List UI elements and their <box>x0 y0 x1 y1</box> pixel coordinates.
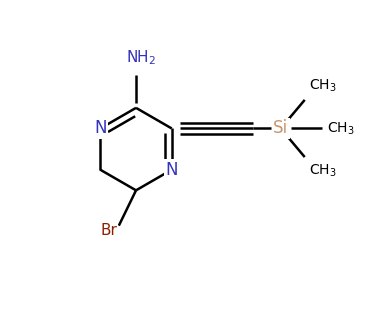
Text: CH$_3$: CH$_3$ <box>327 120 355 137</box>
Text: N: N <box>94 120 106 138</box>
Text: N: N <box>165 161 178 179</box>
Text: Br: Br <box>101 223 118 238</box>
Text: CH$_3$: CH$_3$ <box>309 163 337 180</box>
Text: Si: Si <box>273 120 288 138</box>
Text: CH$_3$: CH$_3$ <box>309 78 337 94</box>
Text: NH$_2$: NH$_2$ <box>126 48 156 67</box>
